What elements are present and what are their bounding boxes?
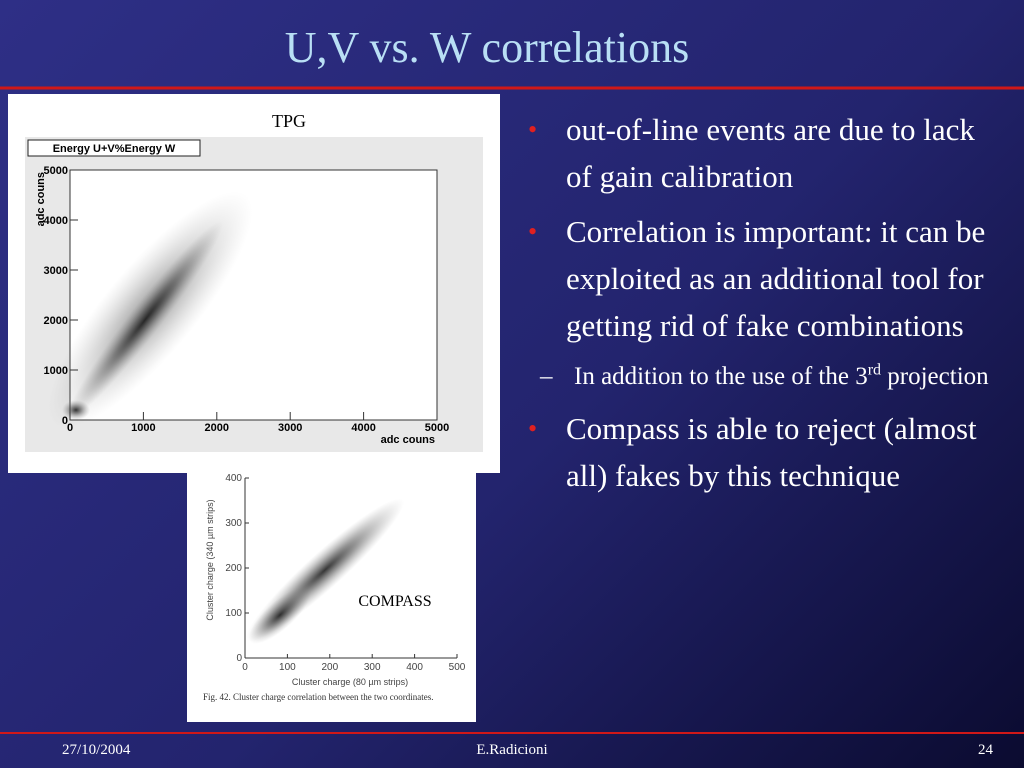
x-tick-label: 400 xyxy=(406,662,423,673)
figure-note: Fig. 42. Cluster charge correlation betw… xyxy=(203,692,434,702)
sub-bullet-text: projection xyxy=(881,363,989,390)
slide-title: U,V vs. W correlations xyxy=(284,23,690,72)
x-tick-label: 1000 xyxy=(131,422,155,434)
x-tick-label: 300 xyxy=(364,662,381,673)
tpg-figure: TPG Energy U+V%Energy W adc couns adc couns… xyxy=(8,94,500,473)
x-axis-label: Cluster charge (80 µm strips) xyxy=(292,677,408,687)
y-axis-label: Cluster charge (340 µm strips) xyxy=(205,499,215,620)
scatter-cloud xyxy=(67,221,223,419)
sub-bullet-text: In addition to the use of the 3 xyxy=(574,363,868,390)
x-tick-label: 2000 xyxy=(205,422,229,434)
figure-caption: TPG xyxy=(272,111,306,131)
x-tick-label: 0 xyxy=(67,422,73,434)
y-tick-label: 300 xyxy=(225,518,242,529)
sub-bullet-item: In addition to the use of the 3rd projec… xyxy=(528,357,998,397)
compass-figure: COMPASS Cluster charge (80 µm strips) Clus… xyxy=(187,470,476,722)
bullet-item: Compass is able to reject (almost all) f… xyxy=(528,405,998,499)
figure-note-text: Fig. 42. Cluster charge correlation betw… xyxy=(203,692,434,702)
y-tick-label: 100 xyxy=(225,608,242,619)
y-tick-label: 400 xyxy=(225,473,242,484)
scatter-cloud xyxy=(248,586,312,644)
footer-author: E.Radicioni xyxy=(476,742,548,758)
y-tick-label: 0 xyxy=(62,415,68,427)
bullet-item: out-of-line events are due to lack of ga… xyxy=(528,106,998,200)
scatter-cloud xyxy=(62,400,90,420)
y-tick-label: 4000 xyxy=(44,215,68,227)
plot-title: Energy U+V%Energy W xyxy=(53,143,176,155)
y-tick-label: 3000 xyxy=(44,265,68,277)
bullet-item: Correlation is important: it can be expl… xyxy=(528,208,998,349)
y-tick-label: 2000 xyxy=(44,315,68,327)
y-axis-label: adc couns xyxy=(35,172,47,226)
figure-background xyxy=(187,470,476,722)
x-tick-label: 4000 xyxy=(351,422,375,434)
figure-caption: COMPASS xyxy=(358,593,431,610)
y-tick-label: 5000 xyxy=(44,165,68,177)
x-tick-label: 5000 xyxy=(425,422,449,434)
plot-title-box xyxy=(27,139,201,157)
x-tick-label: 3000 xyxy=(278,422,302,434)
x-tick-label: 200 xyxy=(321,662,338,673)
y-tick-label: 200 xyxy=(225,563,242,574)
x-axis-label: adc couns xyxy=(381,434,435,446)
superscript: rd xyxy=(867,361,882,379)
y-tick-label: 0 xyxy=(236,653,242,664)
y-tick-label: 1000 xyxy=(44,365,68,377)
x-tick-label: 100 xyxy=(279,662,296,673)
x-tick-label: 500 xyxy=(449,662,466,673)
footer-date: 27/10/2004 xyxy=(62,742,131,758)
x-tick-label: 0 xyxy=(242,662,248,673)
bullet-list: out-of-line events are due to lack of ga… xyxy=(528,106,998,507)
footer-page: 24 xyxy=(978,742,993,758)
